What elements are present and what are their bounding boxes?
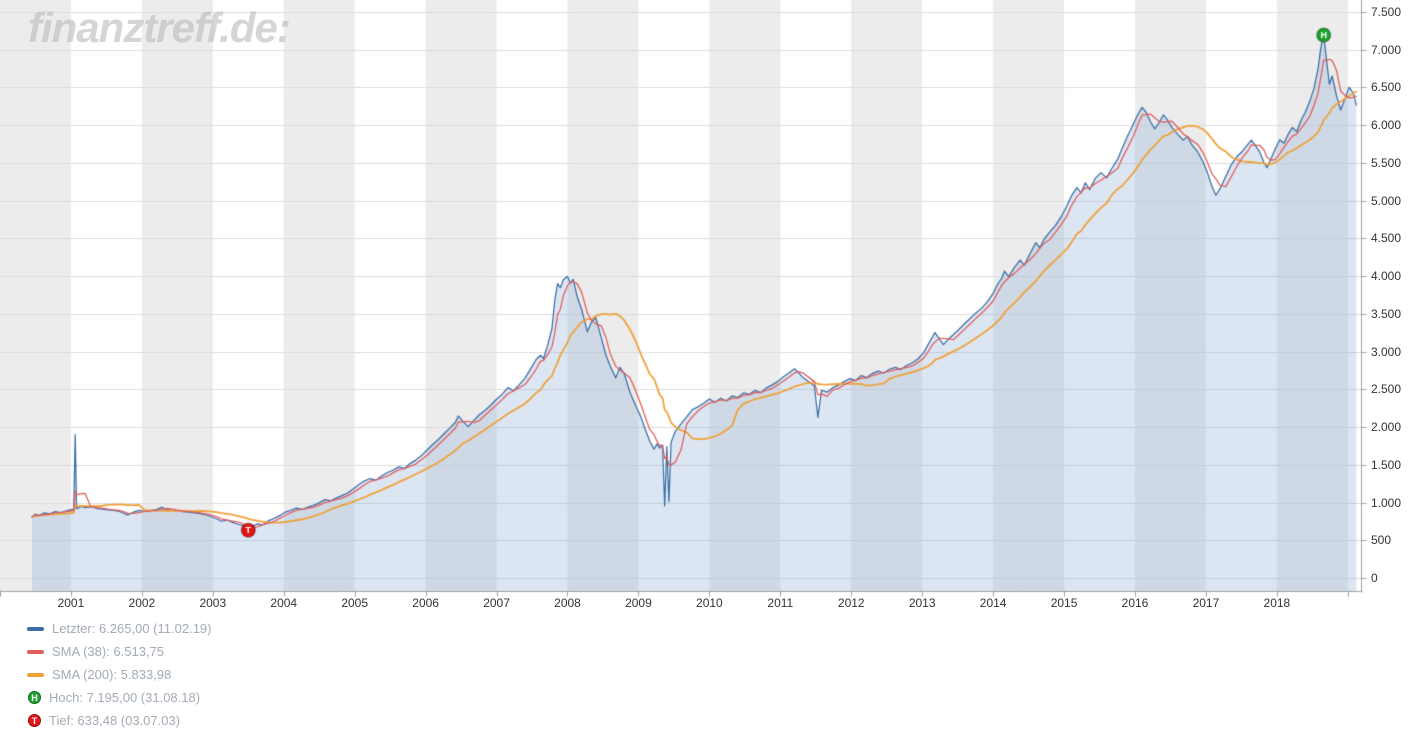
x-tick-label: 2004	[270, 596, 298, 610]
legend-label: SMA (38): 6.513,75	[52, 644, 165, 659]
x-tick-label: 2012	[837, 596, 865, 610]
y-tick-label: 0	[1371, 571, 1378, 585]
x-tick-label: 2006	[412, 596, 439, 610]
legend-label: Letzter: 6.265,00 (11.02.19)	[52, 621, 212, 636]
y-tick-label: 2.500	[1371, 382, 1402, 397]
y-tick-label: 6.000	[1371, 118, 1402, 133]
sma38-line-swatch	[27, 649, 44, 654]
y-tick-label: 5.500	[1371, 155, 1402, 170]
x-tick-label: 2015	[1050, 596, 1078, 610]
sma200-line-swatch	[27, 672, 44, 677]
x-tick-label: 2008	[554, 596, 581, 610]
x-tick-label: 2017	[1192, 596, 1220, 610]
y-tick-label: 4.500	[1371, 231, 1402, 246]
x-tick-label: 2009	[625, 596, 652, 610]
legend-label: Hoch: 7.195,00 (31.08.18)	[49, 690, 201, 705]
x-tick-label: 2001	[57, 596, 85, 610]
chart-legend: Letzter: 6.265,00 (11.02.19) SMA (38): 6…	[27, 617, 211, 732]
low-marker-icon: T	[28, 714, 41, 727]
x-tick-label: 2014	[979, 596, 1007, 610]
y-tick-label: 5.000	[1371, 193, 1402, 208]
y-tick-label: 500	[1371, 533, 1392, 548]
x-tick-label: 2011	[767, 596, 794, 610]
y-tick-label: 6.500	[1371, 80, 1402, 95]
y-tick-label: 3.000	[1371, 344, 1402, 359]
y-tick-label: 1.000	[1371, 495, 1402, 510]
x-tick-label: 2007	[483, 596, 510, 610]
y-tick-label: 2.000	[1371, 420, 1402, 435]
x-tick-label: 2010	[696, 596, 723, 610]
y-tick-label: 3.500	[1371, 306, 1402, 321]
x-tick-label: 2002	[128, 596, 156, 610]
legend-item-sma200: SMA (200): 5.833,98	[27, 663, 211, 686]
price-chart-canvas	[0, 0, 1380, 600]
legend-label: Tief: 633,48 (03.07.03)	[49, 713, 181, 728]
legend-item-sma38: SMA (38): 6.513,75	[27, 640, 211, 663]
price-line-swatch	[27, 626, 44, 631]
y-tick-label: 7.500	[1371, 5, 1402, 19]
x-tick-label: 2013	[908, 596, 936, 610]
legend-label: SMA (200): 5.833,98	[52, 667, 172, 682]
x-tick-label: 2005	[341, 596, 369, 610]
legend-item-hoch: H Hoch: 7.195,00 (31.08.18)	[27, 686, 211, 709]
x-tick-label: 2016	[1121, 596, 1149, 610]
x-tick-label: 2018	[1263, 596, 1291, 610]
high-marker-icon: H	[28, 691, 41, 704]
y-tick-label: 4.000	[1371, 269, 1402, 284]
x-tick-label: 2003	[199, 596, 227, 610]
legend-item-tief: T Tief: 633,48 (03.07.03)	[27, 709, 211, 732]
y-tick-label: 7.000	[1371, 42, 1402, 57]
y-tick-label: 1.500	[1371, 457, 1402, 472]
legend-item-letzter: Letzter: 6.265,00 (11.02.19)	[27, 617, 211, 640]
